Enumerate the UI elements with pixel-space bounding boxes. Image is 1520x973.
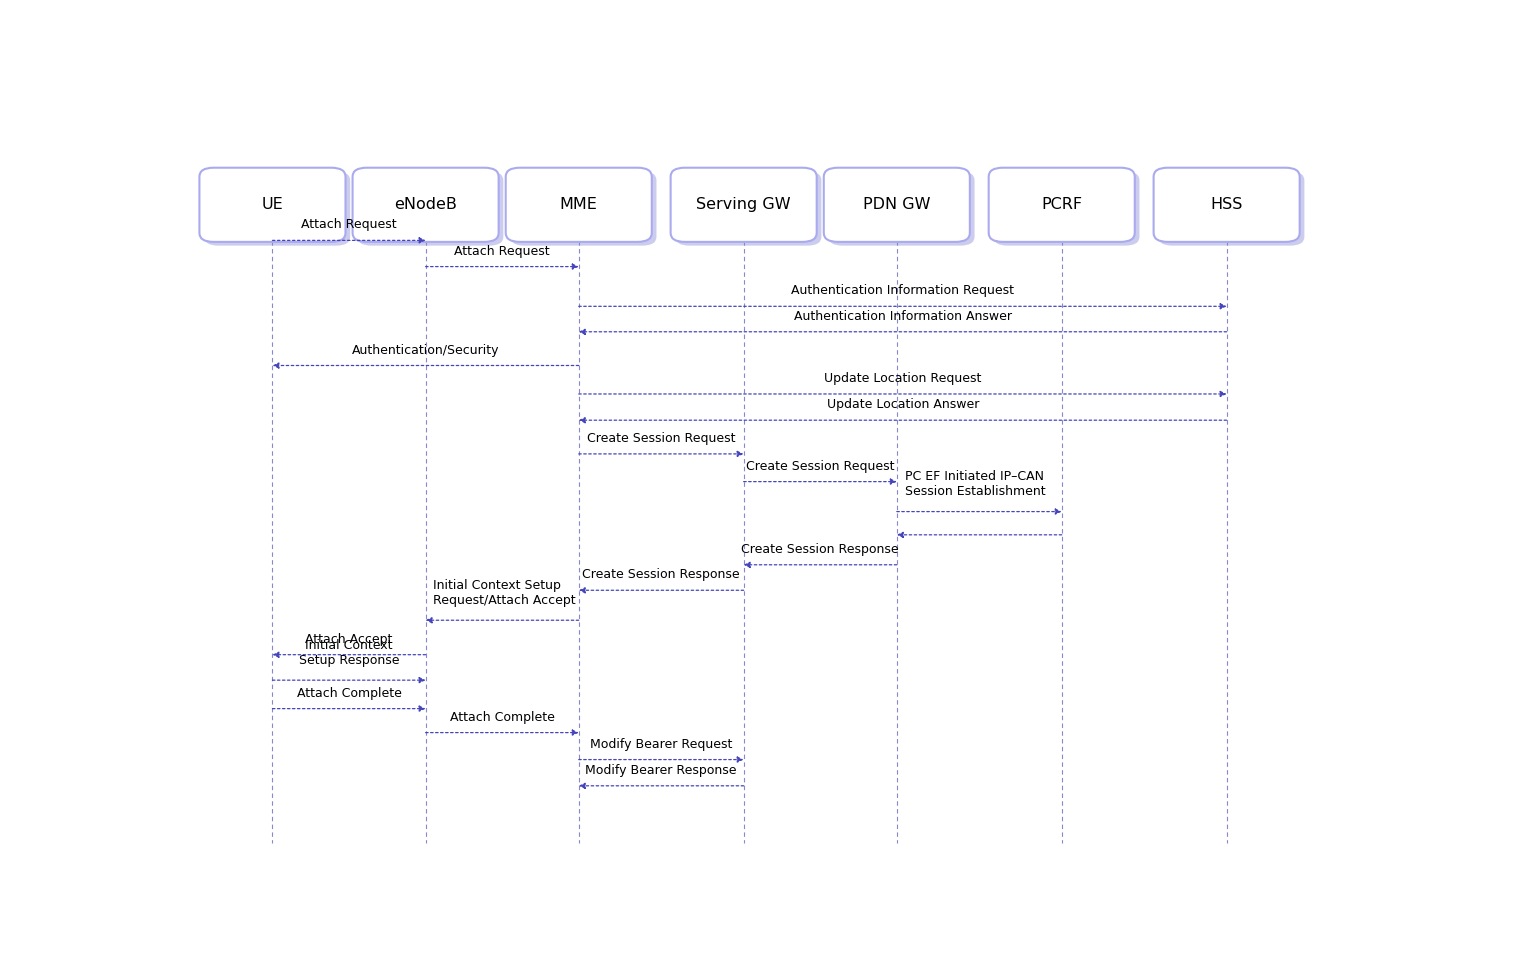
FancyBboxPatch shape [199, 167, 345, 242]
Text: Attach Accept: Attach Accept [306, 632, 392, 646]
Text: Update Location Request: Update Location Request [824, 372, 982, 385]
Text: Create Session Response: Create Session Response [742, 543, 898, 556]
FancyBboxPatch shape [994, 171, 1140, 245]
FancyBboxPatch shape [675, 171, 821, 245]
Text: Create Session Request: Create Session Request [587, 432, 736, 445]
Text: PDN GW: PDN GW [863, 198, 930, 212]
Text: Initial Context Setup
Request/Attach Accept: Initial Context Setup Request/Attach Acc… [433, 579, 576, 607]
Text: HSS: HSS [1210, 198, 1243, 212]
FancyBboxPatch shape [353, 167, 499, 242]
Text: Attach Complete: Attach Complete [450, 710, 555, 724]
Text: Update Location Answer: Update Location Answer [827, 398, 979, 412]
Text: UE: UE [261, 198, 283, 212]
FancyBboxPatch shape [988, 167, 1135, 242]
Text: eNodeB: eNodeB [394, 198, 458, 212]
FancyBboxPatch shape [357, 171, 503, 245]
Text: PC EF Initiated IP–CAN
Session Establishment: PC EF Initiated IP–CAN Session Establish… [904, 470, 1046, 498]
FancyBboxPatch shape [824, 167, 970, 242]
Text: Authentication Information Request: Authentication Information Request [792, 284, 1014, 298]
Text: Create Session Response: Create Session Response [582, 568, 740, 581]
Text: PCRF: PCRF [1041, 198, 1082, 212]
Text: MME: MME [559, 198, 597, 212]
FancyBboxPatch shape [670, 167, 816, 242]
Text: Modify Bearer Response: Modify Bearer Response [585, 764, 737, 776]
Text: Serving GW: Serving GW [696, 198, 790, 212]
Text: Attach Complete: Attach Complete [296, 687, 401, 700]
Text: Authentication Information Answer: Authentication Information Answer [793, 309, 1012, 323]
FancyBboxPatch shape [204, 171, 350, 245]
Text: Initial Context
Setup Response: Initial Context Setup Response [299, 638, 400, 667]
Text: Create Session Request: Create Session Request [746, 459, 894, 473]
FancyBboxPatch shape [1154, 167, 1300, 242]
Text: Attach Request: Attach Request [454, 244, 550, 258]
FancyBboxPatch shape [511, 171, 657, 245]
FancyBboxPatch shape [506, 167, 652, 242]
Text: Authentication/Security: Authentication/Security [351, 343, 500, 356]
FancyBboxPatch shape [828, 171, 974, 245]
FancyBboxPatch shape [1158, 171, 1304, 245]
Text: Modify Bearer Request: Modify Bearer Request [590, 738, 733, 750]
Text: Attach Request: Attach Request [301, 218, 397, 232]
